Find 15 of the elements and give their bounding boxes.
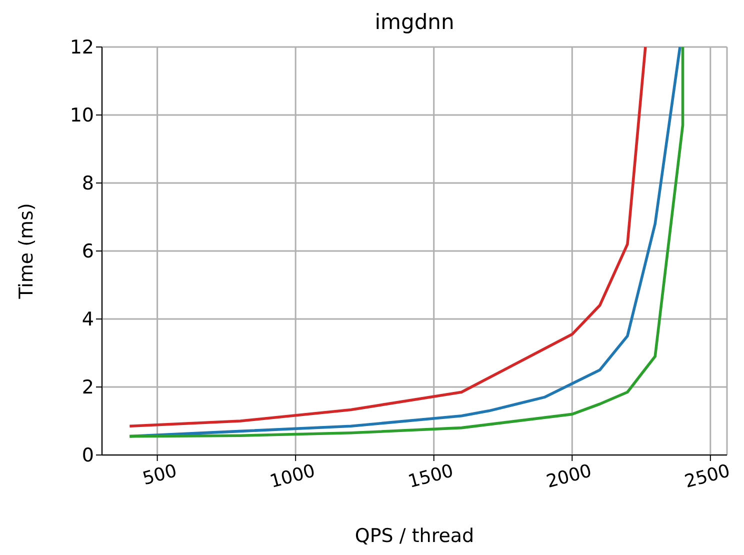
y-tick-label: 12	[70, 36, 94, 59]
y-axis-title: Time (ms)	[16, 203, 38, 300]
x-tick-label: 2500	[682, 460, 732, 493]
chart-title: imgdnn	[374, 10, 456, 34]
x-tick-label: 1500	[406, 460, 456, 493]
y-tick-label: 8	[82, 172, 94, 195]
y-tick-label: 0	[82, 444, 94, 467]
y-tick-label: 10	[70, 104, 94, 127]
x-tick-label: 1000	[268, 460, 318, 493]
x-axis-title: QPS / thread	[354, 525, 474, 547]
x-tick-label: 500	[140, 460, 180, 490]
y-tick-label: 2	[82, 376, 94, 399]
y-tick-label: 6	[82, 240, 94, 263]
y-tick-label: 4	[82, 308, 94, 331]
x-tick-label: 2000	[544, 460, 594, 493]
